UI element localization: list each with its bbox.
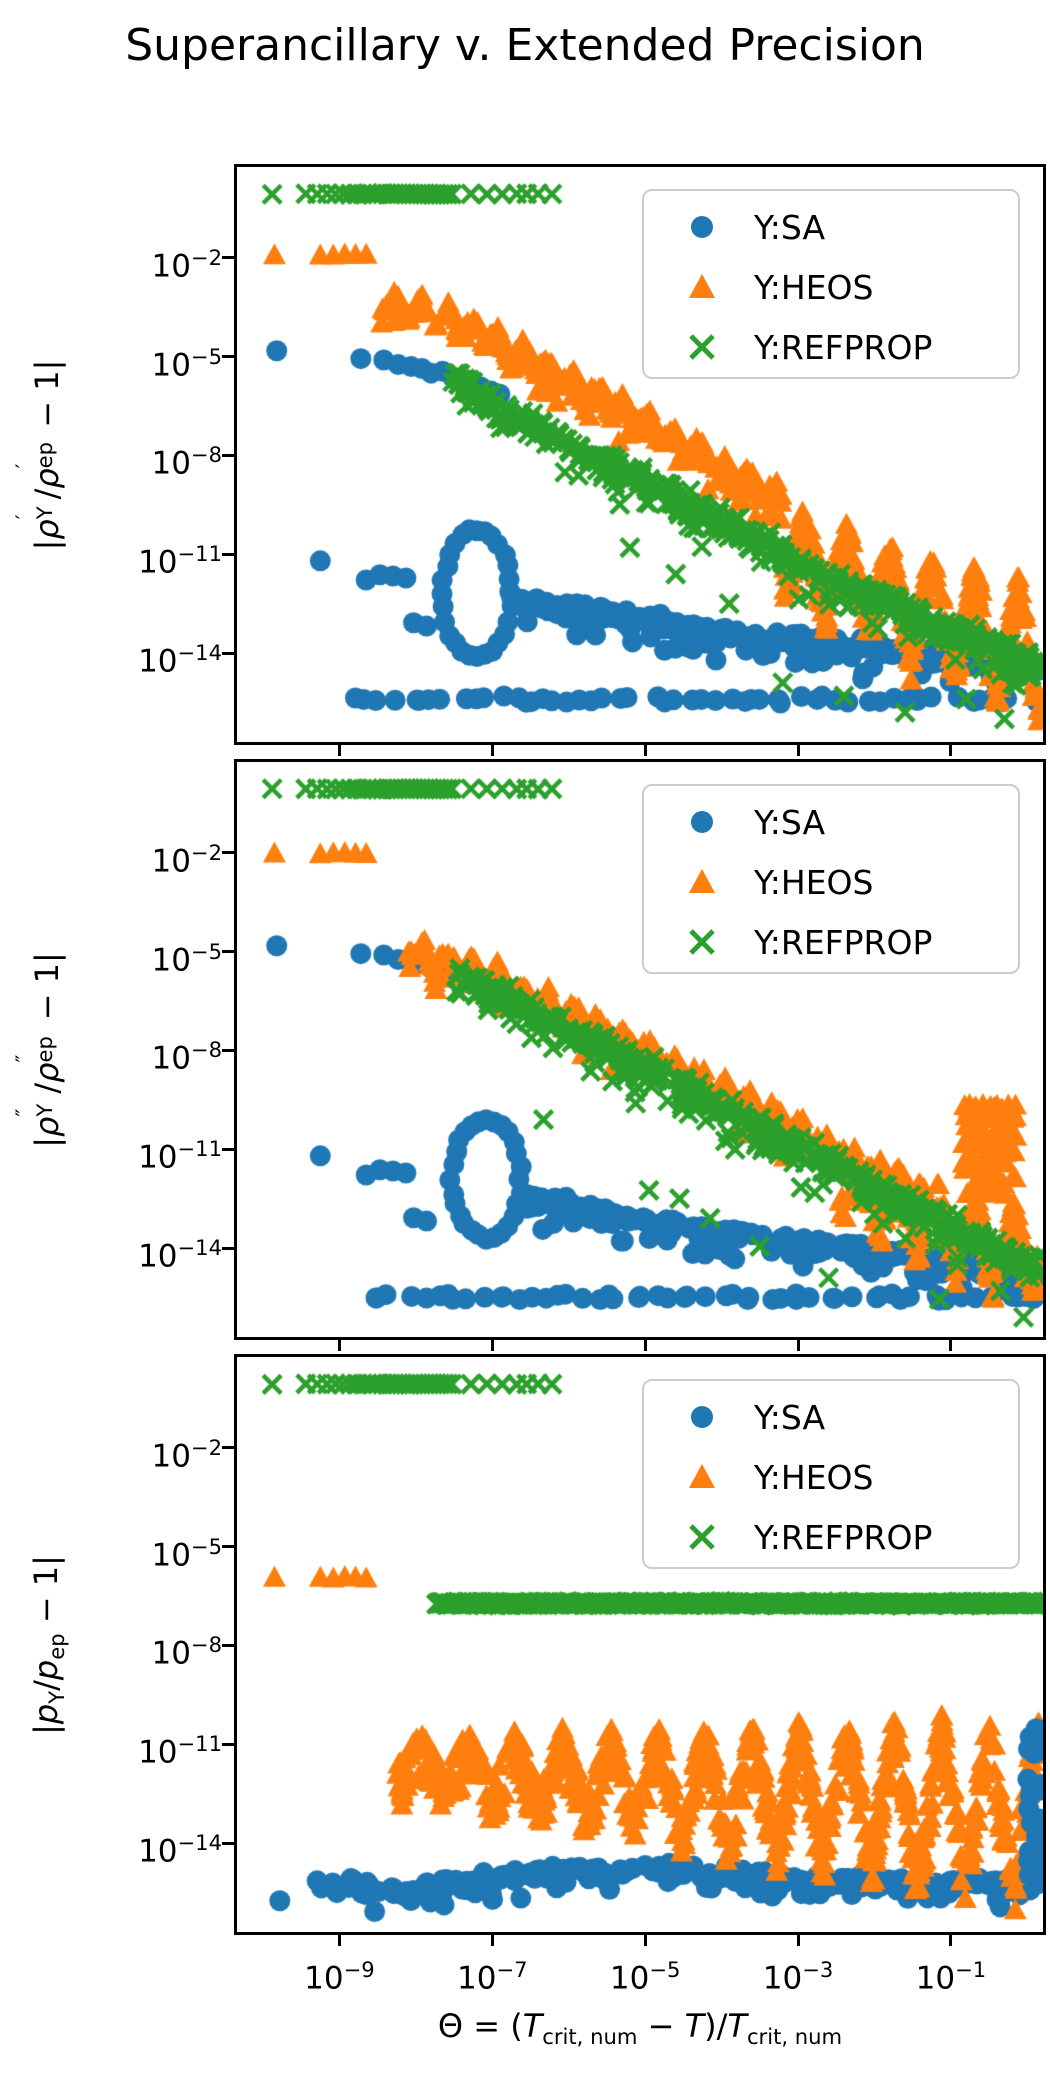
legend-x-icon — [668, 327, 736, 367]
y-tick-label: 10−2 — [151, 1434, 222, 1475]
y-tick-label: 10−8 — [151, 1037, 222, 1077]
page-title: Superancillary v. Extended Precision — [125, 20, 925, 71]
x-tick-label: 10−9 — [304, 1957, 375, 1997]
y-tick-mark — [222, 950, 234, 954]
y-tick-mark — [222, 1048, 234, 1052]
legend-item-heos: Y:HEOS — [644, 257, 1018, 317]
y-tick-label: 10−8 — [151, 442, 222, 482]
legend-item-sa: Y:SA — [644, 792, 1018, 852]
x-tick-mark — [796, 1935, 800, 1946]
x-tick-mark — [643, 745, 647, 756]
x-tick-label: 10−3 — [762, 1957, 834, 1997]
legend-item-sa: Y:SA — [644, 1387, 1018, 1447]
x-tick-mark — [643, 1935, 647, 1946]
legend-box: Y:SA Y:HEOS Y:REFPROP — [642, 189, 1020, 379]
x-tick-mark — [337, 1935, 341, 1946]
subplot-2-frame — [234, 759, 1046, 1340]
legend-label: Y:REFPROP — [754, 327, 933, 367]
y-tick-mark — [222, 851, 234, 855]
x-tick-mark — [490, 1935, 494, 1946]
legend-box: Y:SA Y:HEOS Y:REFPROP — [642, 784, 1020, 974]
y-tick-mark — [222, 355, 234, 359]
y-tick-mark — [222, 453, 234, 457]
y-tick-label: 10−2 — [151, 839, 222, 880]
x-tick-mark — [949, 745, 953, 756]
legend-label: Y:SA — [754, 802, 826, 842]
y-tick-mark — [222, 1446, 234, 1450]
legend-x-icon — [668, 922, 736, 962]
legend-box: Y:SA Y:HEOS Y:REFPROP — [642, 1379, 1020, 1569]
x-tick-mark — [796, 1340, 800, 1351]
y-tick-mark — [222, 1147, 234, 1151]
legend-label: Y:REFPROP — [754, 922, 933, 962]
x-tick-mark — [796, 745, 800, 756]
y-tick-mark — [222, 552, 234, 556]
y-tick-mark — [222, 1841, 234, 1845]
x-tick-mark — [949, 1935, 953, 1946]
legend-label: Y:REFPROP — [754, 1517, 933, 1557]
legend-item-refprop: Y:REFPROP — [644, 1507, 1018, 1567]
legend-label: Y:SA — [754, 207, 826, 247]
y-tick-label: 10−5 — [151, 343, 222, 384]
legend-label: Y:HEOS — [754, 267, 874, 307]
y-tick-label: 10−14 — [138, 1235, 222, 1275]
x-tick-mark — [490, 1340, 494, 1351]
legend-label: Y:HEOS — [754, 862, 874, 902]
y-axis-label: |ρ ′ Y/ρ ′ ep − 1| — [10, 359, 66, 550]
legend-item-sa: Y:SA — [644, 197, 1018, 257]
legend-label: Y:SA — [754, 1397, 826, 1437]
y-tick-label: 10−2 — [151, 244, 222, 285]
y-tick-mark — [222, 1545, 234, 1549]
legend-triangle-icon — [668, 1457, 736, 1497]
legend-item-heos: Y:HEOS — [644, 852, 1018, 912]
legend-triangle-icon — [668, 862, 736, 902]
legend-item-refprop: Y:REFPROP — [644, 317, 1018, 377]
y-tick-label: 10−11 — [138, 1731, 222, 1771]
legend-circle-icon — [668, 1397, 736, 1437]
y-tick-mark — [222, 651, 234, 655]
legend-x-icon — [668, 1517, 736, 1557]
y-tick-mark — [222, 256, 234, 260]
y-tick-mark — [222, 1246, 234, 1250]
y-axis-label: |ρ ″ Y/ρ ″ ep − 1| — [10, 951, 66, 1148]
legend-label: Y:HEOS — [754, 1457, 874, 1497]
x-tick-label: 10−7 — [457, 1957, 528, 1997]
y-tick-label: 10−14 — [138, 1830, 222, 1870]
y-tick-mark — [222, 1643, 234, 1647]
y-axis-label: |pY/pep − 1| — [27, 1554, 69, 1735]
legend-circle-icon — [668, 207, 736, 247]
x-tick-mark — [949, 1340, 953, 1351]
legend-circle-icon — [668, 802, 736, 842]
x-tick-mark — [337, 1340, 341, 1351]
x-tick-label: 10−1 — [915, 1957, 987, 1997]
x-tick-label: 10−5 — [609, 1957, 681, 1997]
x-tick-mark — [490, 745, 494, 756]
legend-triangle-icon — [668, 267, 736, 307]
y-tick-label: 10−14 — [138, 640, 222, 680]
y-tick-label: 10−5 — [151, 1533, 222, 1574]
x-tick-mark — [337, 745, 341, 756]
x-tick-mark — [643, 1340, 647, 1351]
y-tick-label: 10−5 — [151, 938, 222, 979]
y-tick-label: 10−11 — [138, 541, 222, 581]
legend-item-refprop: Y:REFPROP — [644, 912, 1018, 972]
legend-item-heos: Y:HEOS — [644, 1447, 1018, 1507]
y-tick-mark — [222, 1742, 234, 1746]
y-tick-label: 10−11 — [138, 1136, 222, 1176]
y-tick-label: 10−8 — [151, 1632, 222, 1672]
x-axis-label: Θ = (Tcrit, num − T)/Tcrit, num — [437, 2007, 843, 2049]
